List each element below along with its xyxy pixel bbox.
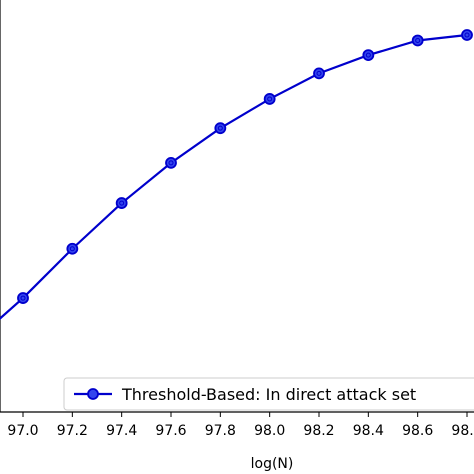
x-tick-label: 97.0	[7, 423, 38, 439]
data-point	[362, 49, 375, 61]
data-point-center	[365, 52, 371, 58]
data-point-center	[69, 246, 75, 252]
legend-marker-swatch	[87, 388, 99, 400]
x-ticks: 97.0 97.2 97.4 97.6 97.8 98.0 98.2 98.4 98.6 98.8	[7, 412, 474, 439]
data-point-center	[415, 37, 421, 43]
series-layer	[0, 29, 473, 320]
data-point-center	[316, 70, 322, 76]
series-line	[0, 33, 468, 320]
x-tick-label: 98.0	[254, 423, 285, 439]
legend-entry-label: Threshold-Based: In direct attack set	[121, 385, 416, 404]
data-point	[313, 67, 325, 80]
data-point-center	[464, 32, 470, 38]
data-point-center	[168, 160, 174, 166]
data-point	[115, 197, 128, 209]
legend: Threshold-Based: In direct attack set	[63, 377, 474, 411]
x-tick-label: 98.2	[303, 423, 334, 439]
data-point-center	[267, 96, 273, 102]
axes	[0, 0, 474, 413]
data-point	[263, 93, 276, 105]
x-axis-label: log(N)	[251, 456, 294, 472]
x-tick-label: 97.2	[57, 423, 88, 439]
data-point	[411, 34, 424, 47]
data-point-center	[217, 125, 223, 131]
x-tick-label: 97.4	[106, 423, 137, 439]
legend-box	[63, 377, 474, 411]
data-point-center	[119, 200, 125, 206]
data-point	[165, 156, 177, 169]
data-point	[214, 122, 227, 135]
x-tick-label: 98.4	[353, 423, 384, 439]
x-tick-label: 97.6	[155, 423, 186, 439]
data-point	[66, 242, 79, 255]
data-point	[461, 29, 473, 41]
x-tick-label: 98.6	[402, 423, 433, 439]
x-tick-label: 97.8	[205, 423, 236, 439]
data-point	[17, 292, 29, 304]
data-point-center	[20, 295, 26, 301]
x-tick-label: 98.8	[451, 423, 474, 439]
